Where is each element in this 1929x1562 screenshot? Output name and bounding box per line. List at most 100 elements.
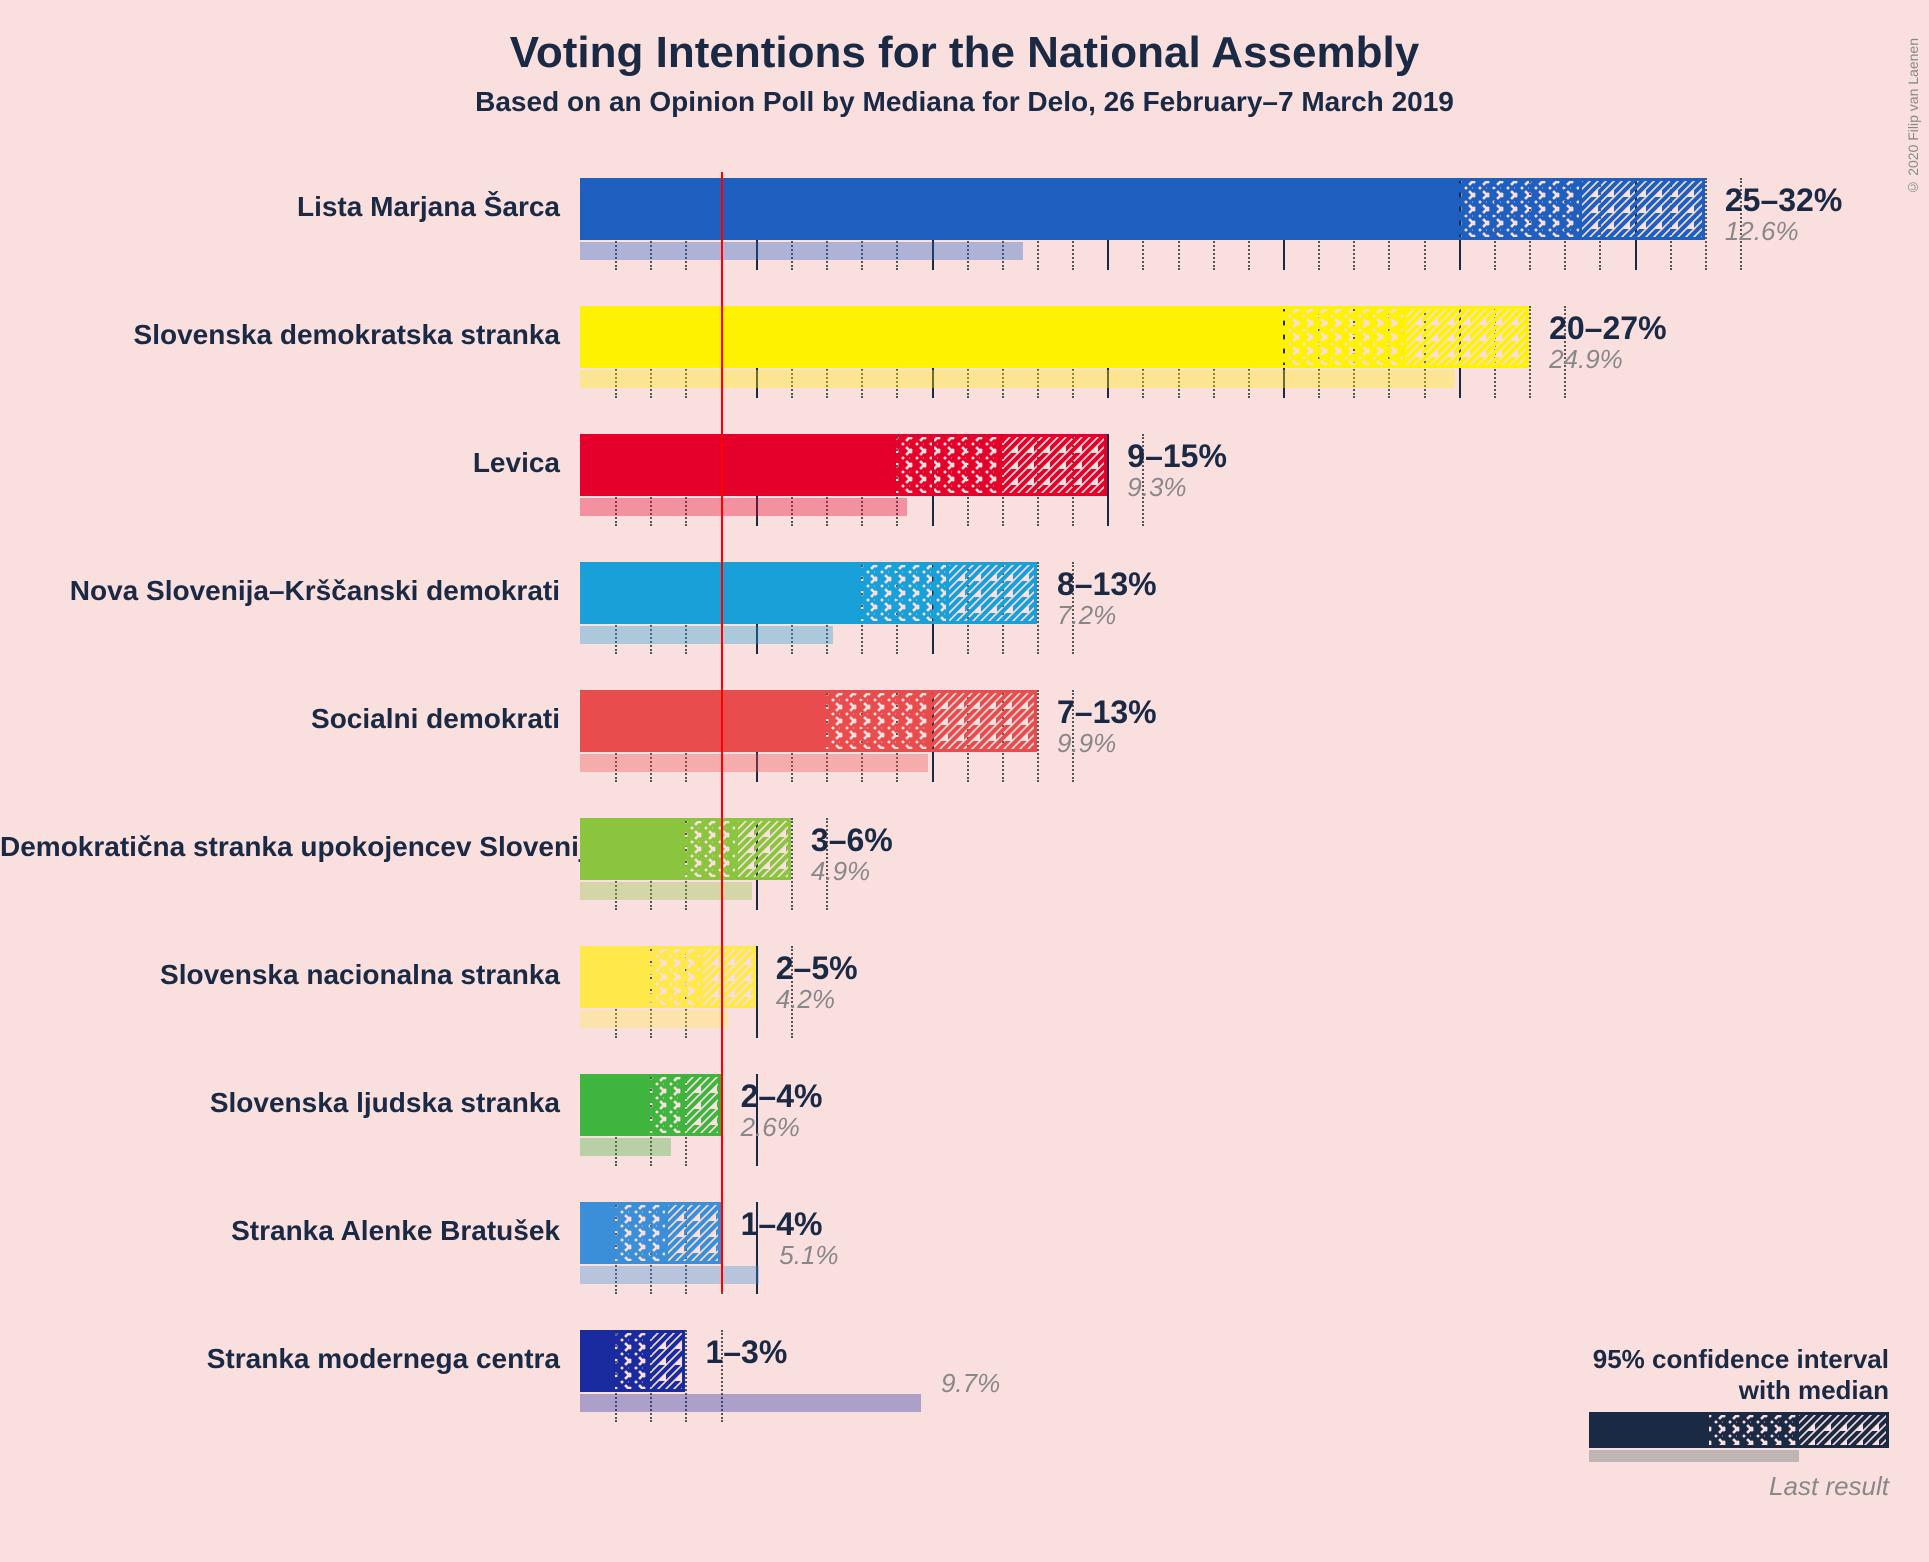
ci-bar-solid [580,306,1283,368]
ci-bar-solid [580,1074,650,1136]
range-label: 2–4% [741,1078,823,1115]
party-label: Nova Slovenija–Krščanski demokrati [0,575,560,607]
ci-bar-crosshatch [861,562,949,624]
previous-result-label: 9.3% [1127,472,1186,503]
party-row: Slovenska nacionalna stranka 2–5%4.2% [0,946,1929,1074]
previous-result-bar [580,1394,921,1412]
range-label: 7–13% [1057,694,1157,731]
party-label: Slovenska nacionalna stranka [0,959,560,991]
gridline-major [1107,434,1109,526]
bar-area: 3–6%4.9% [580,818,1740,900]
threshold-line [721,172,723,1292]
ci-bar-solid [580,178,1459,240]
party-row: Stranka Alenke Bratušek 1–4%5.1% [0,1202,1929,1330]
previous-result-label: 12.6% [1725,216,1799,247]
ci-bar-crosshatch [1283,306,1406,368]
legend-swatch [1589,1412,1889,1462]
range-label: 1–3% [705,1334,787,1371]
ci-bar-solid [580,434,896,496]
copyright-notice: © 2020 Filip van Laenen [1905,38,1921,196]
previous-result-bar [580,242,1023,260]
ci-bar-crosshatch [826,690,931,752]
ci-bar-crosshatch [615,1202,668,1264]
party-row: Nova Slovenija–Krščanski demokrati 8–13%7… [0,562,1929,690]
ci-bar-hatch [1582,178,1705,240]
previous-result-bar [580,1266,759,1284]
range-label: 3–6% [811,822,893,859]
bar-area: 1–3% 9.7% [580,1330,1740,1412]
ci-bar-solid [580,1330,615,1392]
previous-result-label: 7.2% [1057,600,1116,631]
party-row: Slovenska ljudska stranka 2–4%2.6% [0,1074,1929,1202]
previous-result-bar [580,498,907,516]
party-label: Socialni demokrati [0,703,560,735]
bar-area: 2–4%2.6% [580,1074,1740,1156]
party-label: Levica [0,447,560,479]
bar-area: 20–27%24.9% [580,306,1740,388]
gridline-major [756,946,758,1038]
previous-result-bar [580,370,1455,388]
chart-title: Voting Intentions for the National Assem… [0,28,1929,78]
previous-result-label: 4.2% [776,984,835,1015]
bar-area: 25–32%12.6% [580,178,1740,260]
ci-bar-crosshatch [896,434,1001,496]
range-label: 1–4% [741,1206,823,1243]
legend: 95% confidence interval with median Last… [1589,1344,1889,1502]
gridline-minor [1037,690,1039,782]
ci-bar-solid [580,946,650,1008]
previous-result-bar [580,626,833,644]
ci-bar-hatch [703,946,756,1008]
ci-bar-crosshatch [650,946,703,1008]
ci-bar-solid [580,690,826,752]
gridline-minor [1705,178,1707,270]
ci-bar-hatch [1406,306,1529,368]
bar-area: 2–5%4.2% [580,946,1740,1028]
previous-result-label: 24.9% [1549,344,1623,375]
ci-bar-solid [580,1202,615,1264]
previous-result-label: 9.9% [1057,728,1116,759]
legend-ci-line1: 95% confidence interval [1589,1344,1889,1375]
gridline-minor [1529,306,1531,398]
party-row: Lista Marjana Šarca 25–32%12.6% [0,178,1929,306]
bar-area: 1–4%5.1% [580,1202,1740,1284]
party-label: Stranka modernega centra [0,1343,560,1375]
ci-bar-crosshatch [685,818,738,880]
party-label: Slovenska ljudska stranka [0,1087,560,1119]
bar-area: 7–13%9.9% [580,690,1740,772]
previous-result-label: 9.7% [941,1368,1000,1399]
ci-bar-crosshatch [650,1074,685,1136]
range-label: 25–32% [1725,182,1842,219]
gridline-minor [791,818,793,910]
ci-bar-solid [580,818,685,880]
ci-bar-hatch [932,690,1037,752]
previous-result-label: 5.1% [779,1240,838,1271]
party-row: Levica 9–15%9.3% [0,434,1929,562]
legend-ci-line2: with median [1589,1375,1889,1406]
ci-bar-hatch [685,1074,720,1136]
previous-result-bar [580,1010,728,1028]
ci-bar-hatch [738,818,791,880]
chart-subtitle: Based on an Opinion Poll by Mediana for … [0,86,1929,118]
party-label: Stranka Alenke Bratušek [0,1215,560,1247]
ci-bar-crosshatch [1459,178,1582,240]
range-label: 2–5% [776,950,858,987]
ci-bar-hatch [668,1202,721,1264]
previous-result-bar [580,882,752,900]
previous-result-label: 4.9% [811,856,870,887]
party-row: Slovenska demokratska stranka20–27%24.9% [0,306,1929,434]
previous-result-bar [580,754,928,772]
range-label: 20–27% [1549,310,1666,347]
previous-result-bar [580,1138,671,1156]
ci-bar-hatch [949,562,1037,624]
ci-bar-hatch [650,1330,685,1392]
range-label: 9–15% [1127,438,1227,475]
party-label: Lista Marjana Šarca [0,191,560,223]
previous-result-label: 2.6% [741,1112,800,1143]
party-row: Demokratična stranka upokojencev Sloveni… [0,818,1929,946]
legend-last-result: Last result [1589,1471,1889,1502]
bar-area: 9–15%9.3% [580,434,1740,516]
bar-area: 8–13%7.2% [580,562,1740,644]
gridline-minor [1037,562,1039,654]
ci-bar-hatch [1002,434,1107,496]
party-row: Socialni demokrati 7–13%9.9% [0,690,1929,818]
